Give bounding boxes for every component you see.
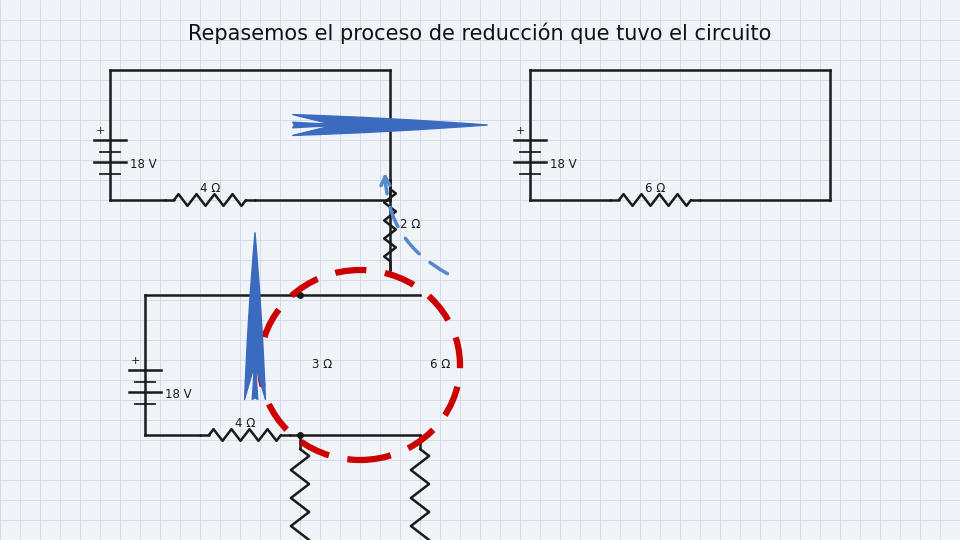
Text: 18 V: 18 V <box>550 158 577 171</box>
Text: 6 Ω: 6 Ω <box>430 359 450 372</box>
Text: +: + <box>131 356 140 366</box>
Text: 4 Ω: 4 Ω <box>235 417 255 430</box>
Text: 18 V: 18 V <box>165 388 192 401</box>
Text: 4 Ω: 4 Ω <box>200 182 220 195</box>
Text: 6 Ω: 6 Ω <box>645 182 665 195</box>
Text: 3 Ω: 3 Ω <box>312 359 332 372</box>
Text: +: + <box>516 126 525 136</box>
Text: Repasemos el proceso de reducción que tuvo el circuito: Repasemos el proceso de reducción que tu… <box>188 22 772 44</box>
Text: +: + <box>95 126 105 136</box>
Text: 18 V: 18 V <box>130 158 156 171</box>
Text: 2 Ω: 2 Ω <box>400 219 420 232</box>
